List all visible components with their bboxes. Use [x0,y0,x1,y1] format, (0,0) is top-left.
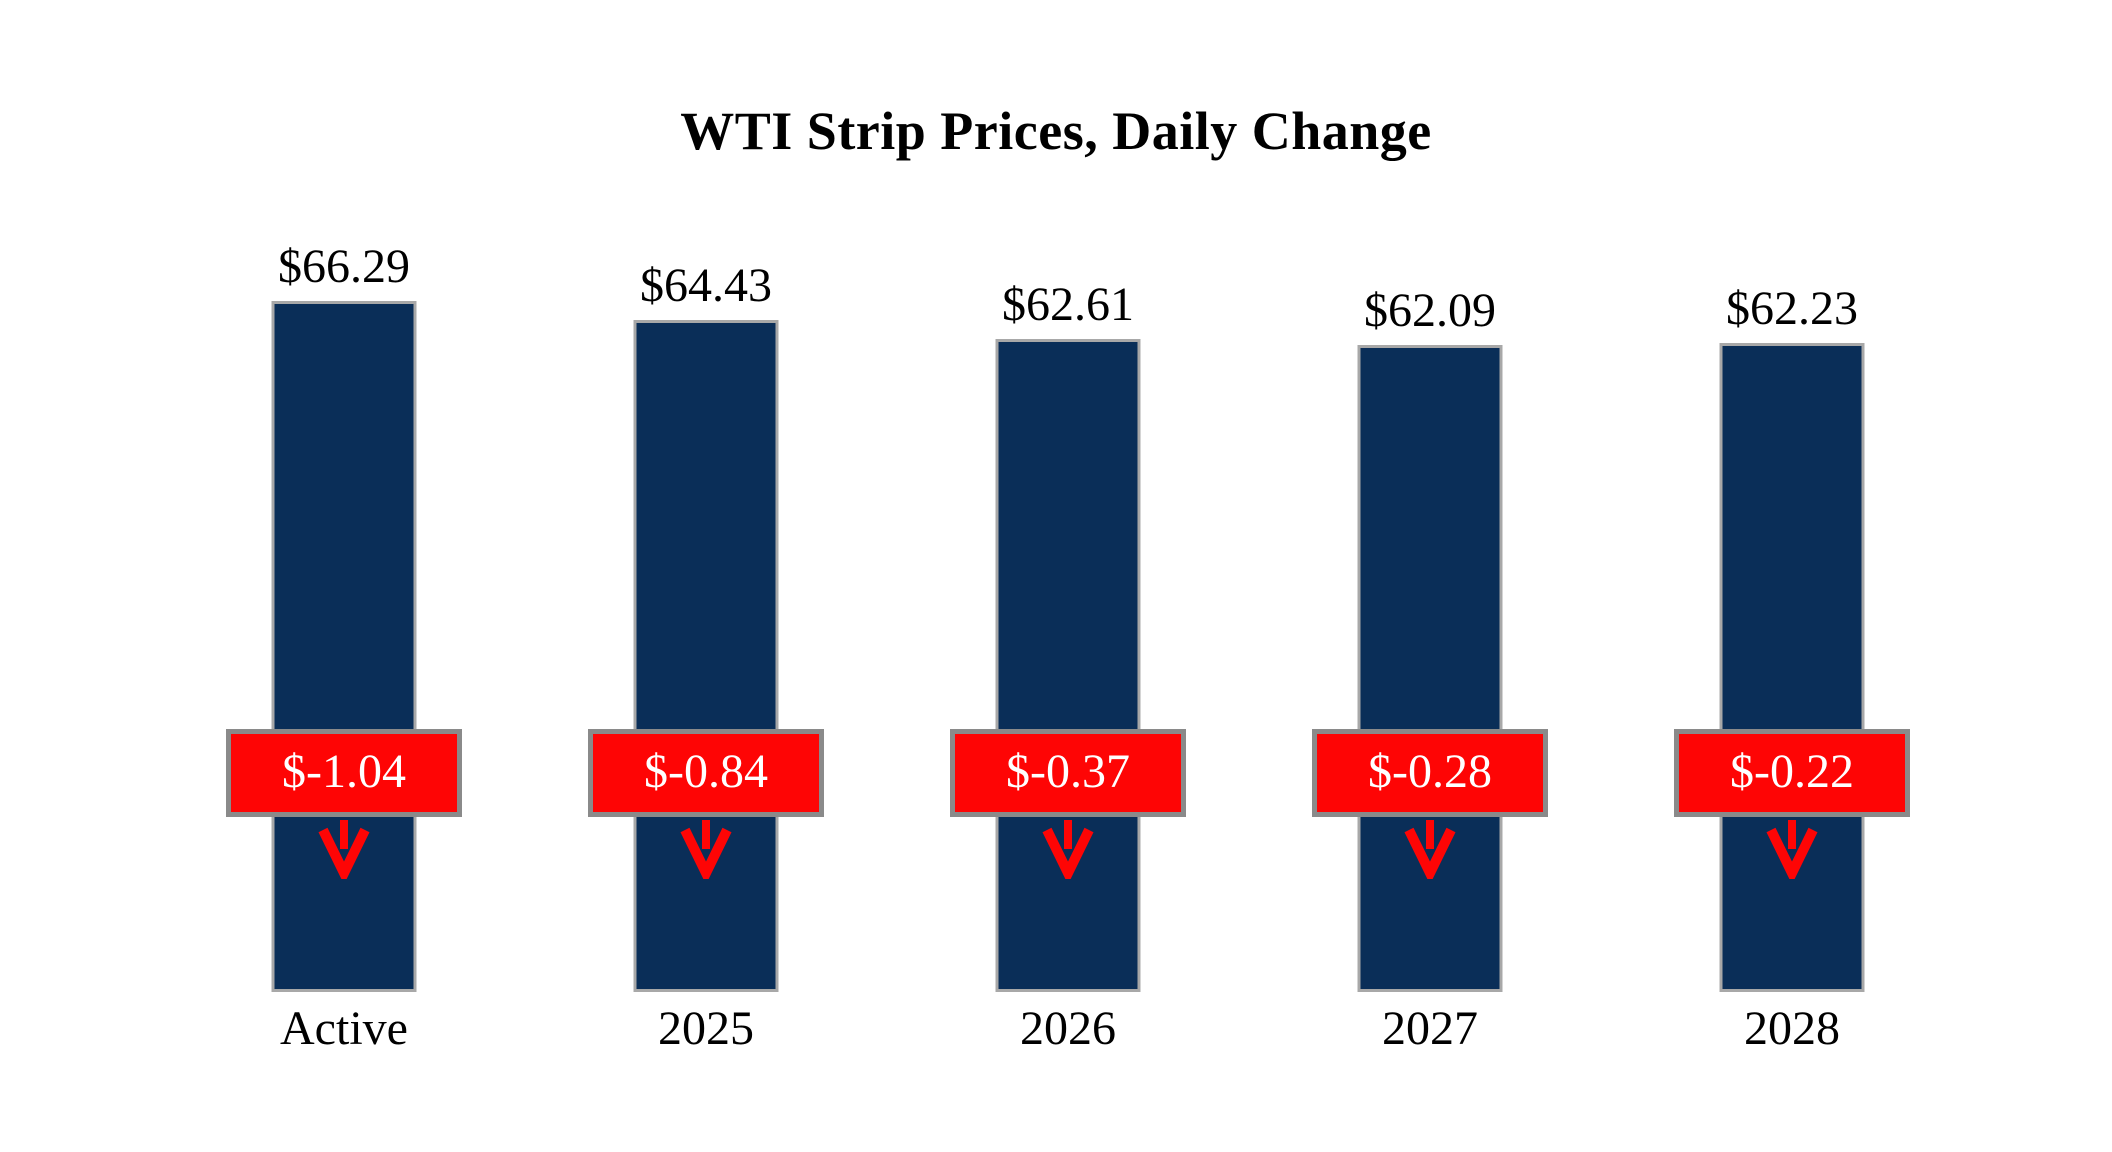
daily-change-badge: $-0.28 [1312,729,1548,817]
bar-group-2027: $62.09 $-0.28 2027 [1249,245,1611,1060]
bar-2026 [995,339,1141,992]
down-arrow-icon [1404,820,1456,879]
down-arrow-icon [680,820,732,879]
bar-2028 [1719,343,1865,992]
bar-group-active: $66.29 $-1.04 Active [163,241,525,1060]
category-label: 2026 [1020,1002,1116,1055]
bar-2025 [633,320,779,992]
category-label: Active [280,1002,408,1055]
price-value-label: $62.09 [1364,284,1496,337]
bar-group-2026: $62.61 $-0.37 2026 [887,245,1249,1060]
price-value-label: $64.43 [640,259,772,312]
bar-2027 [1357,345,1503,992]
daily-change-badge: $-0.84 [588,729,824,817]
price-value-label: $62.23 [1726,282,1858,335]
category-label: 2027 [1382,1002,1478,1055]
chart-title: WTI Strip Prices, Daily Change [680,101,1432,161]
down-arrow-icon [1766,820,1818,879]
daily-change-badge: $-0.22 [1674,729,1910,817]
price-value-label: $62.61 [1002,278,1134,331]
category-label: 2028 [1744,1002,1840,1055]
bar-group-2025: $64.43 $-0.84 2025 [525,245,887,1060]
bar-group-2028: $62.23 $-0.22 2028 [1611,245,1973,1060]
bar-active [271,301,417,992]
down-arrow-icon [1042,820,1094,879]
daily-change-badge: $-0.37 [950,729,1186,817]
plot-area: $66.29 $-1.04 Active $64.43 $-0.84 2025 … [163,241,1973,1060]
price-value-label: $66.29 [278,240,410,293]
daily-change-badge: $-1.04 [226,729,462,817]
category-label: 2025 [658,1002,754,1055]
down-arrow-icon [318,820,370,879]
